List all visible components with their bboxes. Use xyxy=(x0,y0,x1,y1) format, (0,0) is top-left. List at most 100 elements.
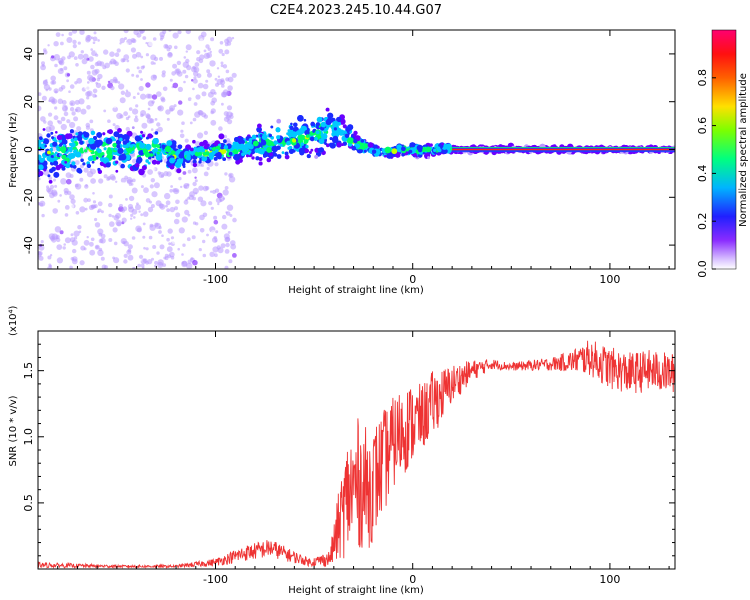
spectrogram-point xyxy=(433,148,437,152)
spectrogram-point xyxy=(113,138,117,142)
spectrogram-speckle xyxy=(123,241,129,247)
spectrogram-point xyxy=(275,127,281,133)
spectrogram-speckle xyxy=(131,73,135,77)
spectrogram-speckle xyxy=(170,169,174,173)
spectrogram-speckle xyxy=(57,68,64,75)
spectrogram-point xyxy=(138,150,145,156)
spectrogram-point xyxy=(317,147,322,153)
spectrogram-point xyxy=(151,159,157,165)
spectrogram-speckle xyxy=(45,126,52,133)
spectrogram-point xyxy=(95,156,99,160)
spectrogram-speckle xyxy=(149,184,154,189)
spectrogram-speckle xyxy=(101,264,107,269)
spectrogram-point xyxy=(226,149,230,153)
spectrogram-point xyxy=(235,159,241,165)
spectrogram-point xyxy=(279,143,283,147)
spectrogram-speckle xyxy=(191,235,196,240)
spectrogram-speckle xyxy=(52,208,58,214)
spectrogram-point xyxy=(425,146,432,153)
spectrogram-speckle xyxy=(132,158,137,164)
spectrogram-speckle xyxy=(62,105,68,112)
spectrogram-speckle xyxy=(202,239,206,244)
colorbar-tick-label: 0.0 xyxy=(696,260,709,278)
spectrogram-point xyxy=(276,118,282,124)
spectrogram-speckle xyxy=(142,235,146,239)
spectrogram-speckle xyxy=(66,73,71,77)
spectrogram-speckle xyxy=(92,192,95,195)
spectrogram-point xyxy=(97,167,101,172)
spectrogram-speckle xyxy=(77,225,82,230)
spectrogram-speckle xyxy=(180,129,184,133)
spectrogram-speckle xyxy=(141,122,148,129)
spectrogram-point xyxy=(60,146,67,153)
spectrogram-point xyxy=(286,132,289,136)
spectrogram-speckle xyxy=(227,76,234,83)
spectrogram-speckle xyxy=(196,73,202,79)
spectrogram-point xyxy=(145,143,152,151)
spectrogram-point xyxy=(304,129,310,136)
spectrogram-point xyxy=(56,134,63,141)
spectrogram-speckle xyxy=(134,115,138,119)
spectrogram-speckle xyxy=(145,41,148,45)
spectrogram-point xyxy=(266,146,273,153)
spectrogram-y-tick-label: 0 xyxy=(22,146,35,153)
spectrogram-speckle xyxy=(48,176,53,181)
snr-panel: -100 0 100 0.5 1.0 1.5 Height of straight lin… xyxy=(8,305,676,596)
spectrogram-point xyxy=(122,134,129,140)
spectrogram-point xyxy=(131,126,135,129)
spectrogram-speckle xyxy=(130,47,136,53)
spectrogram-point xyxy=(266,157,272,163)
spectrogram-speckle xyxy=(220,61,224,65)
spectrogram-speckle xyxy=(221,84,225,88)
spectrogram-speckle xyxy=(121,131,125,135)
spectrogram-point xyxy=(299,149,302,152)
spectrogram-point xyxy=(260,140,267,146)
spectrogram-speckle xyxy=(193,76,197,80)
spectrogram-speckle xyxy=(64,237,71,244)
spectrogram-speckle xyxy=(115,219,122,226)
spectrogram-speckle xyxy=(98,178,104,184)
spectrogram-point xyxy=(270,125,274,129)
spectrogram-speckle xyxy=(64,205,70,210)
spectrogram-point xyxy=(42,128,46,131)
spectrogram-speckle xyxy=(49,235,56,241)
spectrogram-speckle xyxy=(184,138,189,143)
spectrogram-speckle xyxy=(180,185,183,189)
spectrogram-point xyxy=(48,180,53,184)
spectrogram-speckle xyxy=(167,228,173,234)
spectrogram-speckle xyxy=(181,253,184,256)
spectrogram-speckle xyxy=(226,105,233,111)
spectrogram-speckle xyxy=(194,176,197,179)
spectrogram-point xyxy=(106,148,113,156)
spectrogram-speckle xyxy=(77,53,84,60)
spectrogram-speckle xyxy=(45,79,48,82)
spectrogram-speckle xyxy=(178,100,183,105)
spectrogram-point xyxy=(371,149,377,154)
spectrogram-speckle xyxy=(125,126,130,132)
spectrogram-speckle xyxy=(57,199,61,203)
spectrogram-point xyxy=(141,165,147,171)
spectrogram-speckle xyxy=(50,75,56,82)
spectrogram-speckle xyxy=(38,255,44,261)
spectrogram-point xyxy=(386,152,393,159)
spectrogram-speckle xyxy=(111,215,115,218)
spectrogram-speckle xyxy=(122,171,127,177)
spectrogram-point xyxy=(203,144,208,149)
spectrogram-speckle xyxy=(43,50,48,55)
spectrogram-point xyxy=(62,139,68,145)
snr-y-tick-label: 1.5 xyxy=(22,362,35,380)
spectrogram-speckle xyxy=(166,246,173,253)
spectrogram-point xyxy=(234,142,240,148)
spectrogram-point xyxy=(241,152,245,156)
spectrogram-speckle xyxy=(61,33,64,37)
spectrogram-speckle xyxy=(210,230,217,236)
spectrogram-point xyxy=(360,139,365,143)
spectrogram-point xyxy=(138,168,145,176)
spectrogram-point xyxy=(202,139,208,146)
spectrogram-point xyxy=(223,139,227,144)
spectrogram-point xyxy=(140,130,144,134)
spectrogram-speckle xyxy=(166,208,171,213)
spectrogram-point xyxy=(74,137,78,141)
snr-x-tick-label: 0 xyxy=(409,573,416,586)
spectrogram-point xyxy=(215,149,218,153)
